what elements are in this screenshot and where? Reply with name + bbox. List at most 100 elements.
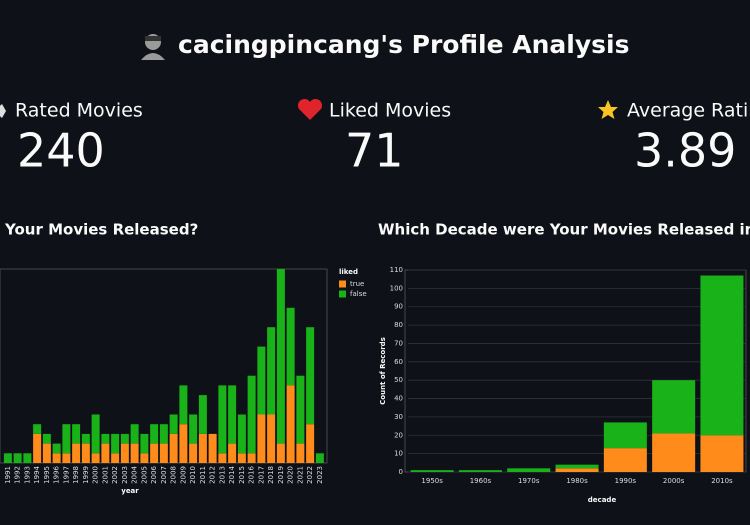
y-tick-label: 50 [394, 376, 403, 384]
legend-swatch [339, 280, 346, 288]
bar-segment [315, 453, 324, 463]
bar-segment [42, 443, 51, 463]
bar-segment [410, 470, 454, 472]
bar-segment [81, 443, 90, 463]
bar-segment [257, 414, 266, 463]
bar-segment [306, 424, 315, 463]
x-tick-label: 2001 [101, 466, 109, 484]
metric-value: 240 [17, 124, 105, 178]
bar-segment [700, 275, 744, 436]
bar-segment [130, 443, 139, 463]
chart-title: Your Movies Released? [4, 221, 198, 239]
x-tick-label: 2016 [248, 465, 256, 483]
bar-segment [62, 424, 71, 454]
x-tick-label: 1970s [518, 477, 540, 485]
bar-segment [72, 424, 81, 444]
bar-segment [603, 448, 647, 472]
bar-segment [555, 464, 599, 469]
bar-segment [120, 433, 129, 444]
bar-segment [33, 424, 42, 434]
x-tick-label: 2003 [121, 466, 129, 484]
bar-segment [247, 375, 256, 454]
bar-segment [101, 433, 110, 444]
x-tick-label: 2000 [92, 466, 100, 484]
x-axis-title: year [121, 487, 139, 495]
bar-segment [33, 433, 42, 463]
bar-segment [507, 468, 551, 472]
metric-label: Liked Movies [329, 100, 451, 122]
x-tick-label: 1996 [53, 465, 61, 483]
y-tick-label: 40 [394, 395, 403, 403]
x-tick-label: 2004 [131, 465, 139, 483]
bar-segment [218, 385, 227, 454]
heart-icon [297, 98, 323, 120]
bar-segment [257, 346, 266, 415]
y-tick-label: 0 [399, 468, 403, 476]
y-tick-label: 90 [394, 303, 403, 311]
bar-segment [189, 414, 198, 444]
bar-segment [458, 470, 502, 472]
bar-segment [81, 433, 90, 444]
bar-segment [276, 443, 285, 463]
bar-segment [228, 443, 237, 463]
metric-value: 3.89 [634, 124, 736, 178]
bar-segment [198, 395, 207, 434]
bar-segment [150, 424, 159, 444]
bar-segment [237, 453, 246, 463]
x-tick-label: 2007 [160, 466, 168, 484]
x-tick-label: 2000s [663, 477, 685, 485]
bar-segment [62, 453, 71, 463]
x-tick-label: 2012 [209, 466, 217, 484]
x-tick-label: 1994 [33, 465, 41, 483]
y-tick-label: 10 [394, 450, 403, 458]
metric-label: Average Ratin [627, 100, 750, 122]
bar-segment [72, 443, 81, 463]
bar-segment [111, 453, 120, 463]
x-tick-label: 2005 [140, 466, 148, 484]
bar-segment [267, 327, 276, 415]
bar-segment [286, 307, 295, 386]
x-tick-label: 1998 [72, 466, 80, 484]
bar-segment [198, 433, 207, 463]
x-tick-label: 2018 [267, 466, 275, 484]
year-chart: Your Movies Released?1991 1992 1993 1994 199… [0, 221, 367, 495]
x-tick-label: 1950s [421, 477, 443, 485]
x-tick-label: 2010 [189, 466, 197, 484]
y-tick-label: 30 [394, 413, 403, 421]
bar-segment [52, 453, 61, 463]
page-title: cacingpincang's Profile Analysis [178, 30, 629, 59]
x-tick-label: 2022 [306, 466, 314, 484]
y-tick-label: 80 [394, 321, 403, 329]
bar-segment [603, 422, 647, 449]
bar-segment [208, 433, 217, 463]
metric-label: Rated Movies [15, 100, 143, 122]
x-tick-label: 1995 [43, 466, 51, 484]
x-tick-label: 1991 [4, 466, 12, 484]
x-tick-label: 2008 [170, 466, 178, 484]
x-tick-label: 1980s [566, 477, 588, 485]
x-tick-label: 1997 [62, 466, 70, 484]
x-tick-label: 2015 [238, 466, 246, 484]
bar-segment [52, 443, 61, 454]
x-axis-title: decade [588, 496, 617, 504]
x-tick-label: 2006 [150, 465, 158, 483]
x-tick-label: 2023 [316, 466, 324, 484]
bar-segment [111, 433, 120, 454]
bar-segment [555, 468, 599, 472]
bar-segment [700, 435, 744, 472]
bar-segment [652, 380, 696, 434]
y-tick-label: 110 [390, 266, 403, 274]
bar-segment [140, 433, 149, 454]
profile-icon [141, 34, 165, 60]
x-tick-label: 2020 [287, 466, 295, 484]
x-tick-label: 2019 [277, 466, 285, 484]
x-tick-label: 1990s [615, 477, 637, 485]
bar-segment [130, 424, 139, 444]
bar-segment [169, 433, 178, 463]
bar-segment [159, 443, 168, 463]
x-tick-label: 1960s [470, 477, 492, 485]
bar-segment [120, 443, 129, 463]
bar-segment [652, 433, 696, 472]
x-tick-label: 1993 [23, 466, 31, 484]
